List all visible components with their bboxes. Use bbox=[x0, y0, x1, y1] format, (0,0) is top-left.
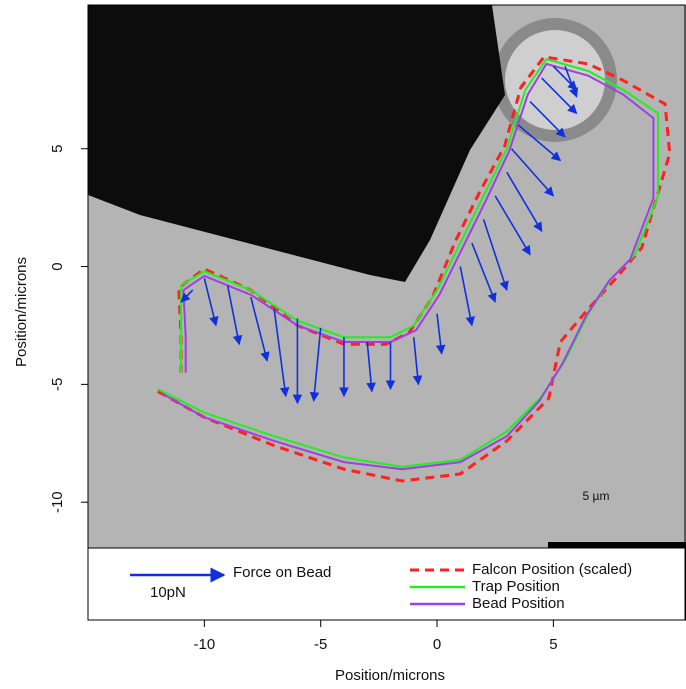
force-arrow bbox=[203, 278, 219, 327]
x-tick-label: -5 bbox=[314, 636, 327, 653]
x-tick-label: 0 bbox=[433, 636, 441, 653]
legend bbox=[87, 547, 686, 621]
force-arrow bbox=[435, 313, 446, 355]
force-arrow bbox=[482, 219, 509, 292]
micropipette bbox=[88, 5, 505, 282]
force-arrow bbox=[250, 296, 270, 362]
x-tick-label: 5 bbox=[549, 636, 557, 653]
y-axis-label: Position/microns bbox=[13, 257, 30, 367]
x-tick-label: -10 bbox=[193, 636, 215, 653]
bead-image bbox=[505, 30, 605, 130]
force-arrow bbox=[529, 101, 566, 138]
force-arrow bbox=[309, 327, 322, 402]
force-arrow bbox=[564, 65, 579, 98]
force-arrow bbox=[541, 77, 578, 115]
force-arrow bbox=[494, 195, 531, 256]
force-arrow bbox=[366, 341, 376, 393]
force-arrow bbox=[412, 337, 423, 386]
y-tick-label: -5 bbox=[49, 378, 66, 391]
legend-label: Trap Position bbox=[472, 578, 560, 595]
x-axis-label: Position/microns bbox=[335, 667, 445, 684]
legend-label: Force on Bead bbox=[233, 564, 331, 581]
force-arrow bbox=[226, 285, 243, 346]
y-tick-label: 5 bbox=[49, 145, 66, 153]
force-arrow bbox=[273, 308, 290, 398]
force-arrow bbox=[471, 242, 497, 303]
legend-label: Falcon Position (scaled) bbox=[472, 561, 632, 578]
force-arrow bbox=[506, 171, 543, 233]
force-arrow bbox=[510, 148, 555, 197]
legend-label: 10pN bbox=[150, 584, 186, 601]
force-arrow bbox=[517, 124, 562, 162]
legend-label: Bead Position bbox=[472, 595, 565, 612]
y-tick-label: -10 bbox=[49, 491, 66, 513]
y-tick-label: 0 bbox=[49, 262, 66, 270]
plot-frame bbox=[87, 4, 686, 621]
force-arrow bbox=[180, 289, 194, 303]
scale-bar-label: 5 µm bbox=[583, 489, 610, 503]
force-arrow bbox=[459, 266, 475, 327]
